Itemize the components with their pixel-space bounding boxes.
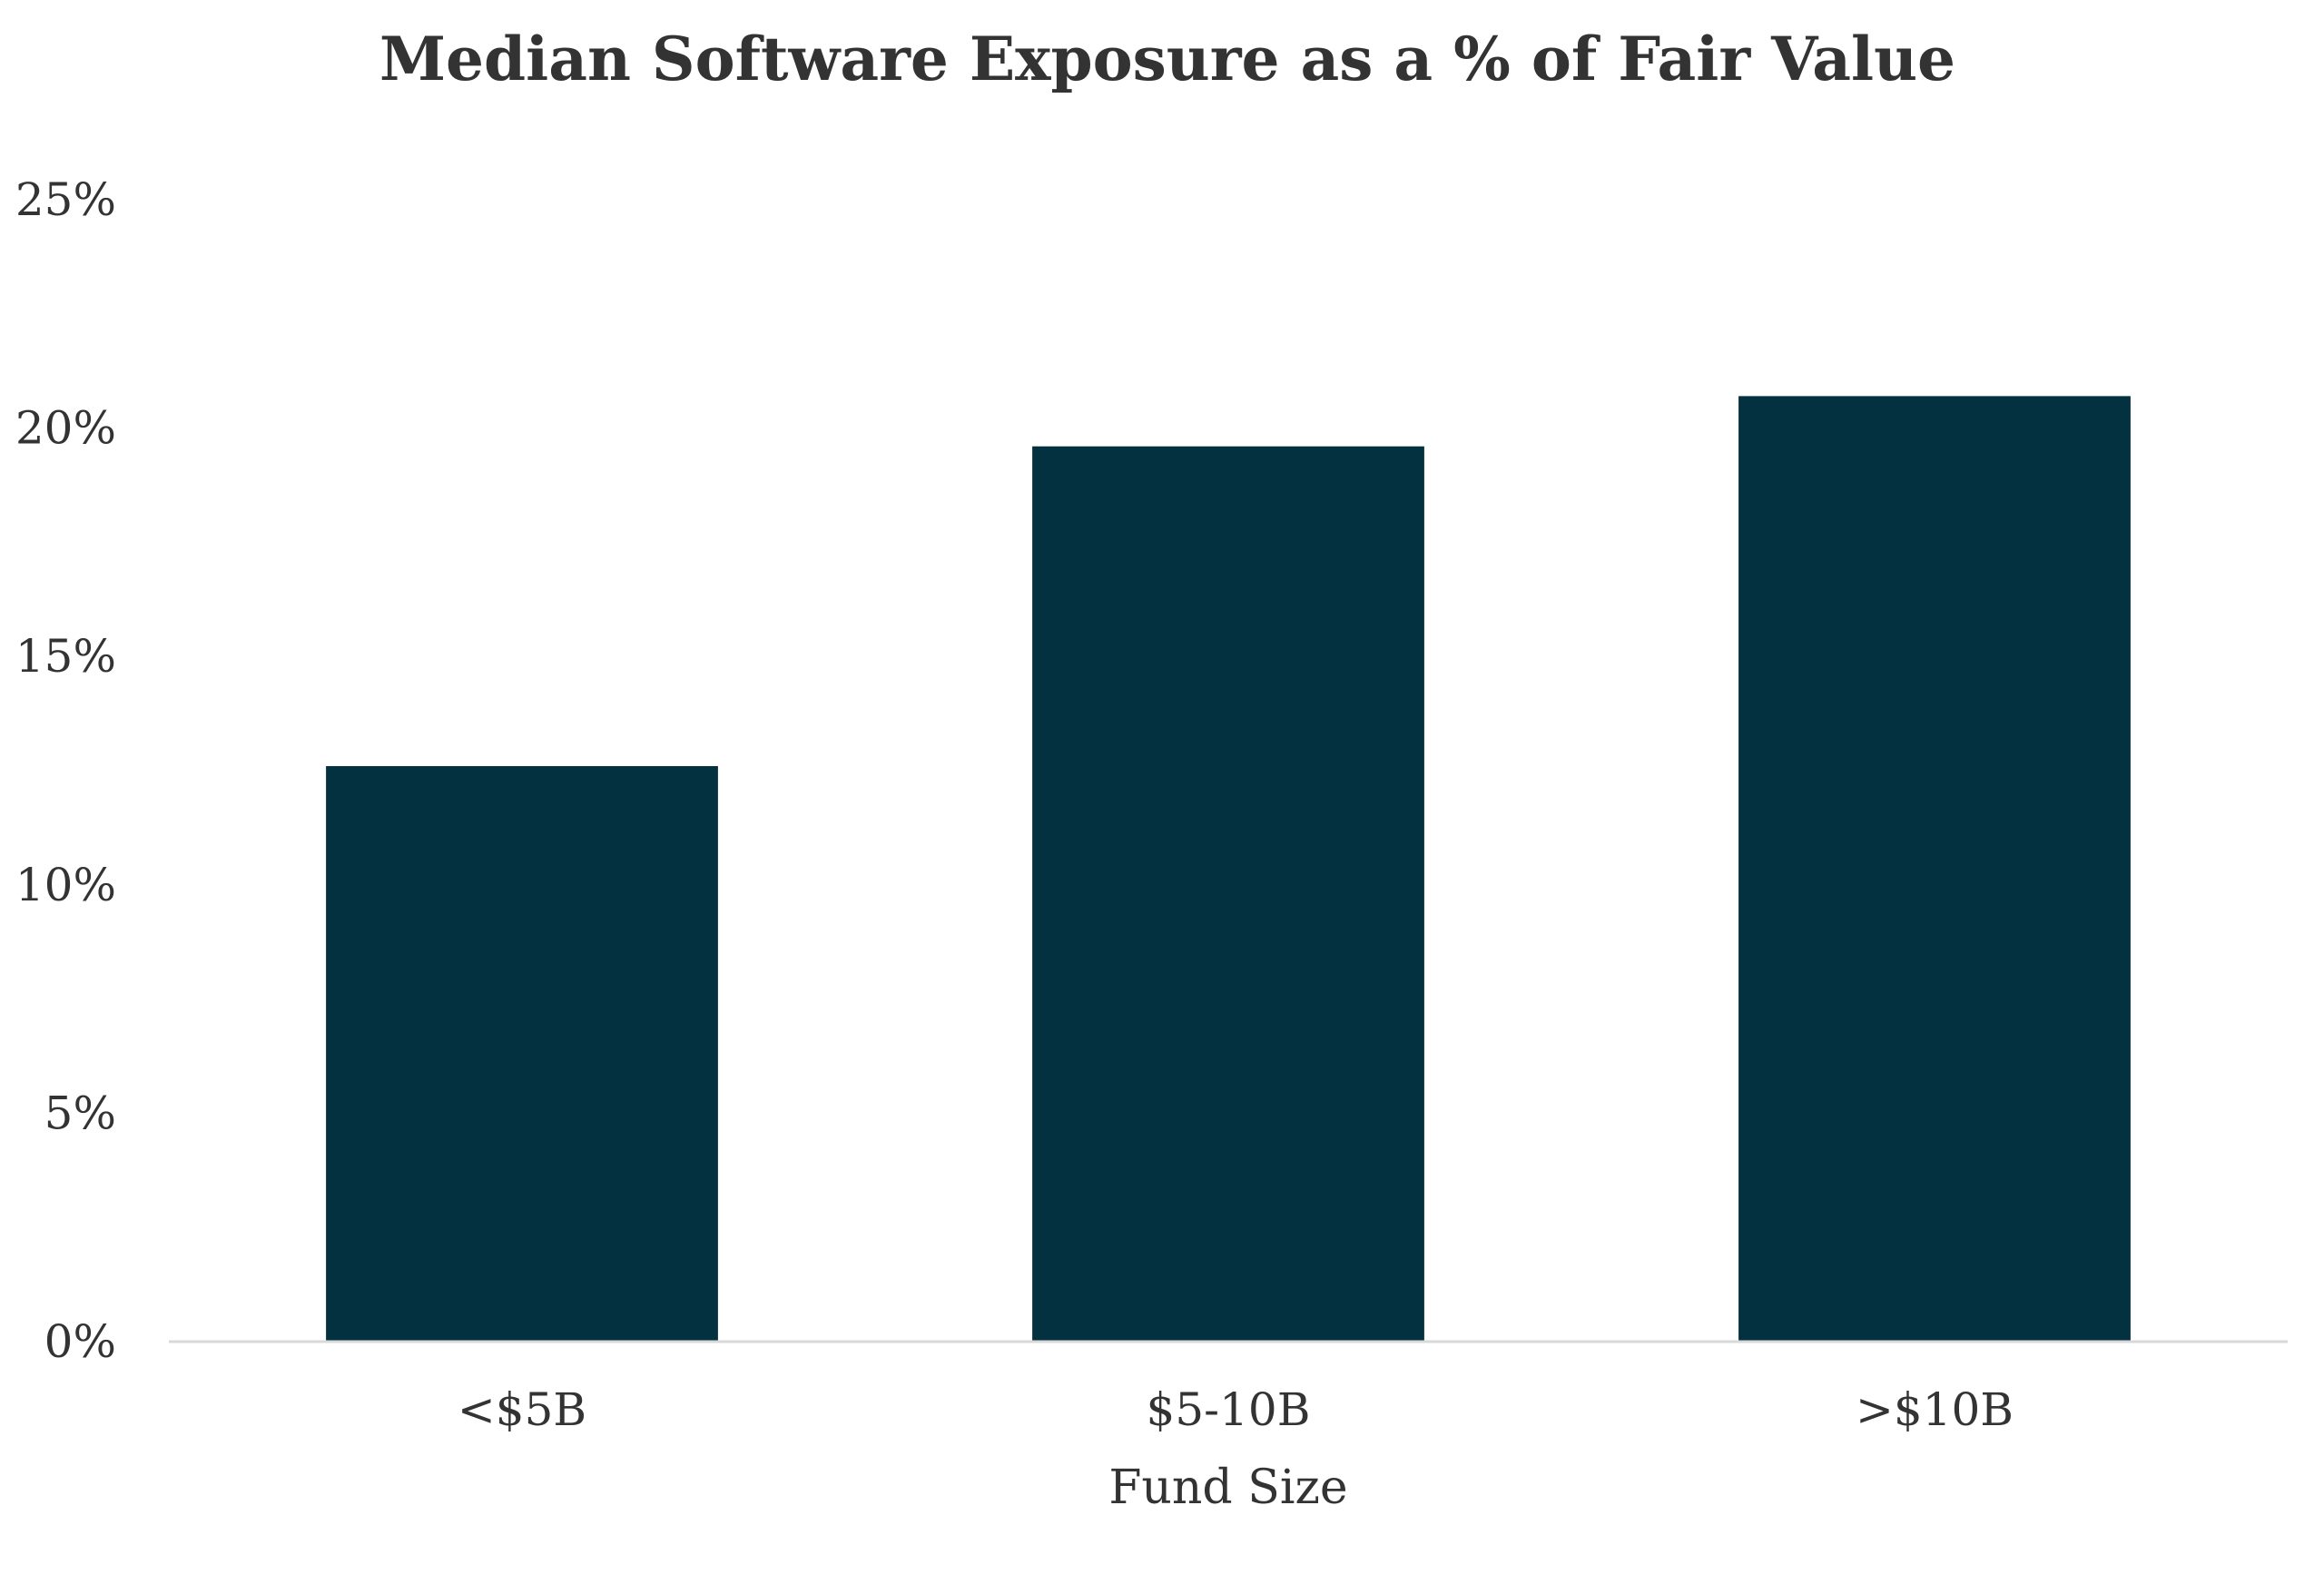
y-tick-label: 15% bbox=[15, 630, 116, 683]
x-axis-ticks: <$5B $5-10B >$10B bbox=[458, 1383, 2014, 1436]
x-tick-label: <$5B bbox=[458, 1383, 586, 1436]
bar bbox=[326, 765, 718, 1342]
chart-title: Median Software Exposure as a % of Fair … bbox=[379, 24, 1955, 94]
y-tick-label: 10% bbox=[15, 859, 116, 911]
y-tick-label: 0% bbox=[44, 1315, 116, 1368]
bars bbox=[326, 396, 2131, 1343]
y-tick-label: 5% bbox=[44, 1087, 116, 1139]
x-axis-label: Fund Size bbox=[1108, 1461, 1347, 1515]
bar bbox=[1738, 396, 2131, 1343]
x-tick-label: $5-10B bbox=[1147, 1383, 1311, 1436]
y-tick-label: 20% bbox=[15, 402, 116, 455]
y-axis-ticks: 0% 5% 10% 15% 20% 25% bbox=[15, 173, 116, 1368]
y-tick-label: 25% bbox=[15, 173, 116, 226]
bar bbox=[1032, 446, 1424, 1342]
x-tick-label: >$10B bbox=[1856, 1383, 2014, 1436]
